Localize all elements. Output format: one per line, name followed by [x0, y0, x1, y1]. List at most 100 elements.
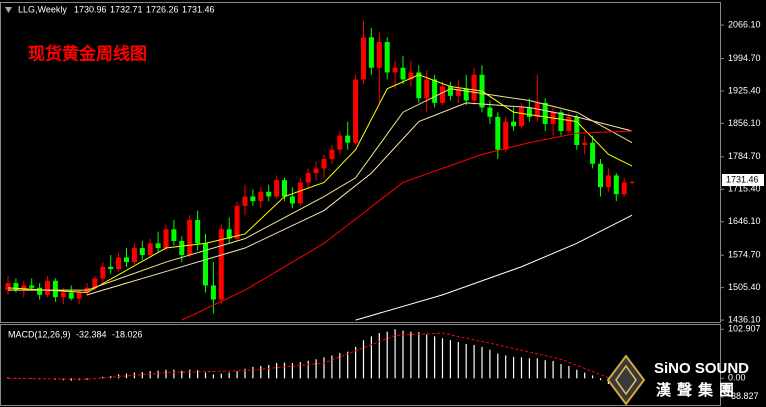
symbol-icon [5, 7, 12, 13]
candle-body [605, 175, 611, 188]
logo-chinese: 漢聲集團 [656, 381, 740, 399]
candle-body [179, 240, 185, 256]
y-tick-label: -38.827 [728, 391, 759, 401]
candle-body [108, 266, 114, 270]
candle-body [218, 229, 224, 300]
candle-body [282, 180, 287, 197]
candle-body [305, 173, 311, 183]
candle-body [463, 88, 469, 101]
candle-body [534, 102, 540, 117]
candle-body [297, 182, 303, 204]
candle-body [495, 116, 501, 150]
y-tick-label: 1574.70 [728, 250, 761, 260]
macd-title: MACD(12,26,9) [8, 329, 71, 339]
candle-body [45, 280, 50, 295]
logo-diamond [606, 354, 646, 406]
candle-body [76, 292, 82, 299]
candle-body [558, 112, 564, 131]
candle-body [329, 149, 335, 160]
candle-body [392, 67, 398, 73]
indicator-line [7, 74, 633, 294]
price-label-box [722, 174, 764, 186]
y-tick-label: 1925.40 [728, 85, 761, 95]
candle-body [471, 74, 477, 101]
macd-frame [0, 324, 721, 406]
candle-body [203, 243, 208, 286]
indicator-line [181, 130, 633, 321]
candle-body [5, 283, 11, 291]
candle-body [408, 72, 414, 80]
candle-body [598, 163, 603, 188]
candle-body [187, 219, 193, 256]
candle-body [68, 292, 74, 299]
y-tick-label: 1856.10 [728, 118, 761, 128]
candle-body [171, 229, 177, 241]
candle-body [163, 229, 169, 249]
y-tick-label: 0.00 [728, 373, 746, 383]
price-frame [0, 2, 721, 323]
candle-body [37, 287, 43, 295]
chart-title: 现货黄金周线图 [28, 43, 147, 63]
low: 1726.26 [146, 4, 179, 14]
candle-body [321, 159, 327, 169]
logo-inner [615, 364, 637, 396]
signal-value: -18.026 [112, 329, 143, 339]
y-tick-label: 2066.10 [728, 19, 761, 29]
y-tick-label: 1994.70 [728, 53, 761, 63]
y-tick-label: 1505.40 [728, 282, 761, 292]
candle-body [376, 41, 382, 68]
plot [5, 20, 635, 394]
candle-body [289, 196, 295, 204]
candle-body [440, 86, 445, 103]
candle-body [13, 283, 19, 291]
candle-body [353, 79, 359, 143]
candle-body [424, 79, 430, 99]
candle-body [116, 257, 122, 270]
high: 1732.71 [110, 4, 143, 14]
candle-body [447, 86, 453, 96]
candle-body [274, 180, 280, 197]
candle-body [384, 41, 390, 73]
y-tick-label: 102.907 [728, 324, 761, 334]
candle-body [100, 266, 106, 279]
candle-body [566, 116, 572, 131]
candle-body [542, 102, 548, 124]
candle-body [400, 67, 406, 80]
candle-body [337, 135, 343, 150]
candle-body [621, 182, 627, 195]
candle-body [574, 116, 580, 146]
candle-body [432, 79, 438, 103]
open: 1730.96 [74, 4, 107, 14]
candle-body [629, 181, 635, 183]
candle-body [242, 196, 248, 206]
candle-body [416, 72, 422, 99]
candle-body [139, 248, 145, 256]
candle-body [234, 205, 240, 239]
candle-body [455, 88, 461, 96]
candle-body [60, 292, 66, 298]
indicator-line [8, 88, 633, 291]
indicator-line [355, 214, 633, 321]
candle-body [195, 219, 201, 244]
candle-body [226, 229, 232, 239]
candle-body [250, 196, 256, 202]
candle-body [29, 285, 35, 288]
candle-body [526, 107, 532, 117]
candle-body [266, 191, 272, 197]
indicator-line [7, 332, 633, 388]
price-label: 1731.46 [726, 174, 759, 184]
y-tick-label: 1715.40 [728, 184, 761, 194]
candle-body [52, 280, 58, 298]
y-tick-label: 1646.10 [728, 216, 761, 226]
indicator-line [86, 102, 633, 296]
candle-body [92, 278, 98, 288]
candle-body [210, 285, 216, 300]
candle-body [582, 142, 588, 146]
candle-body [258, 191, 264, 202]
candle-body [313, 168, 319, 174]
candle-body [503, 121, 509, 150]
candle-body [487, 107, 493, 117]
candle-body [155, 243, 161, 249]
candle-body [368, 37, 374, 68]
